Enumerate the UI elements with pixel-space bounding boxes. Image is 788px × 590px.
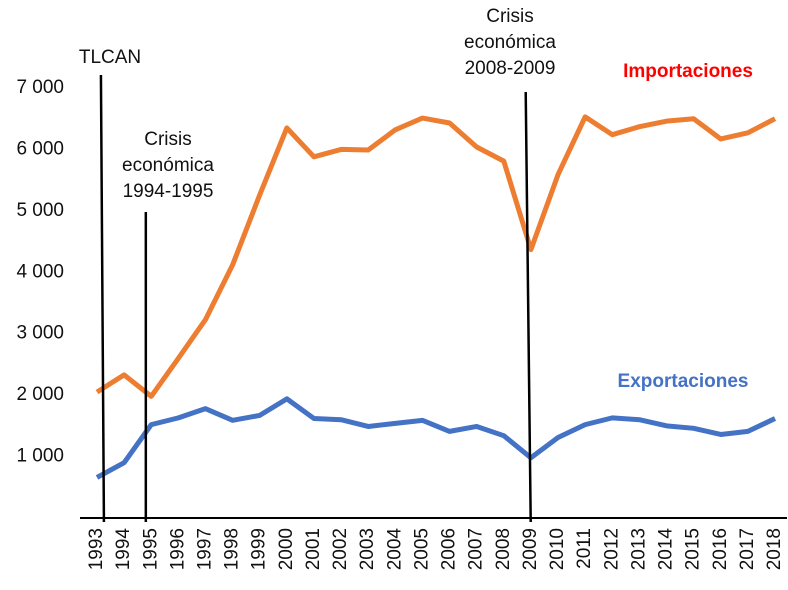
y-tick-label: 5 000 [16,200,64,221]
x-tick-label: 2004 [384,528,405,571]
x-tick-label: 1997 [194,528,215,570]
x-tick-label: 1996 [167,528,188,570]
annotation-text: Crisis [486,6,534,27]
annotation-text: 2008-2009 [465,58,556,79]
x-tick-label: 1993 [86,528,107,570]
x-tick-label: 2012 [601,528,622,570]
y-tick-label: 2 000 [16,384,64,405]
legend-label: Importaciones [623,61,753,82]
x-tick-label: 2000 [276,528,297,570]
y-tick-label: 1 000 [16,446,64,467]
x-tick-label: 2011 [574,528,595,569]
annotation-line [99,74,106,523]
annotation-text: Crisis [144,129,192,150]
x-tick-label: 1995 [140,528,161,570]
annotation-text: 1994-1995 [123,181,214,202]
x-tick-label: 2008 [493,528,514,570]
x-tick-label: 2009 [520,528,541,570]
y-tick-label: 7 000 [16,77,64,98]
x-tick-label: 2017 [737,528,758,570]
annotation-text: TLCAN [79,47,141,68]
x-tick-label: 1994 [113,528,134,571]
y-tick-label: 3 000 [16,323,64,344]
x-tick-label: 2010 [547,528,568,570]
x-tick-label: 2013 [628,528,649,570]
x-tick-label: 2005 [411,528,432,570]
annotation-text: económica [464,32,556,53]
x-tick-label: 2001 [303,528,324,570]
x-tick-label: 2002 [330,528,351,570]
x-tick-label: 2003 [357,528,378,570]
series-line [95,396,777,480]
x-tick-label: 1998 [222,528,243,570]
annotation-line [524,91,532,523]
x-tick-label: 2018 [764,528,785,570]
x-tick-label: 2007 [466,528,487,570]
y-tick-label: 6 000 [16,138,64,159]
x-tick-label: 2014 [656,528,677,571]
legend-label: Exportaciones [618,371,749,392]
x-tick-label: 1999 [249,528,270,570]
series-line [95,114,777,399]
x-tick-label: 2006 [439,528,460,570]
x-tick-label: 2015 [683,528,704,570]
x-tick-label: 2016 [710,528,731,570]
annotation-text: económica [122,155,214,176]
y-tick-label: 4 000 [16,261,64,282]
